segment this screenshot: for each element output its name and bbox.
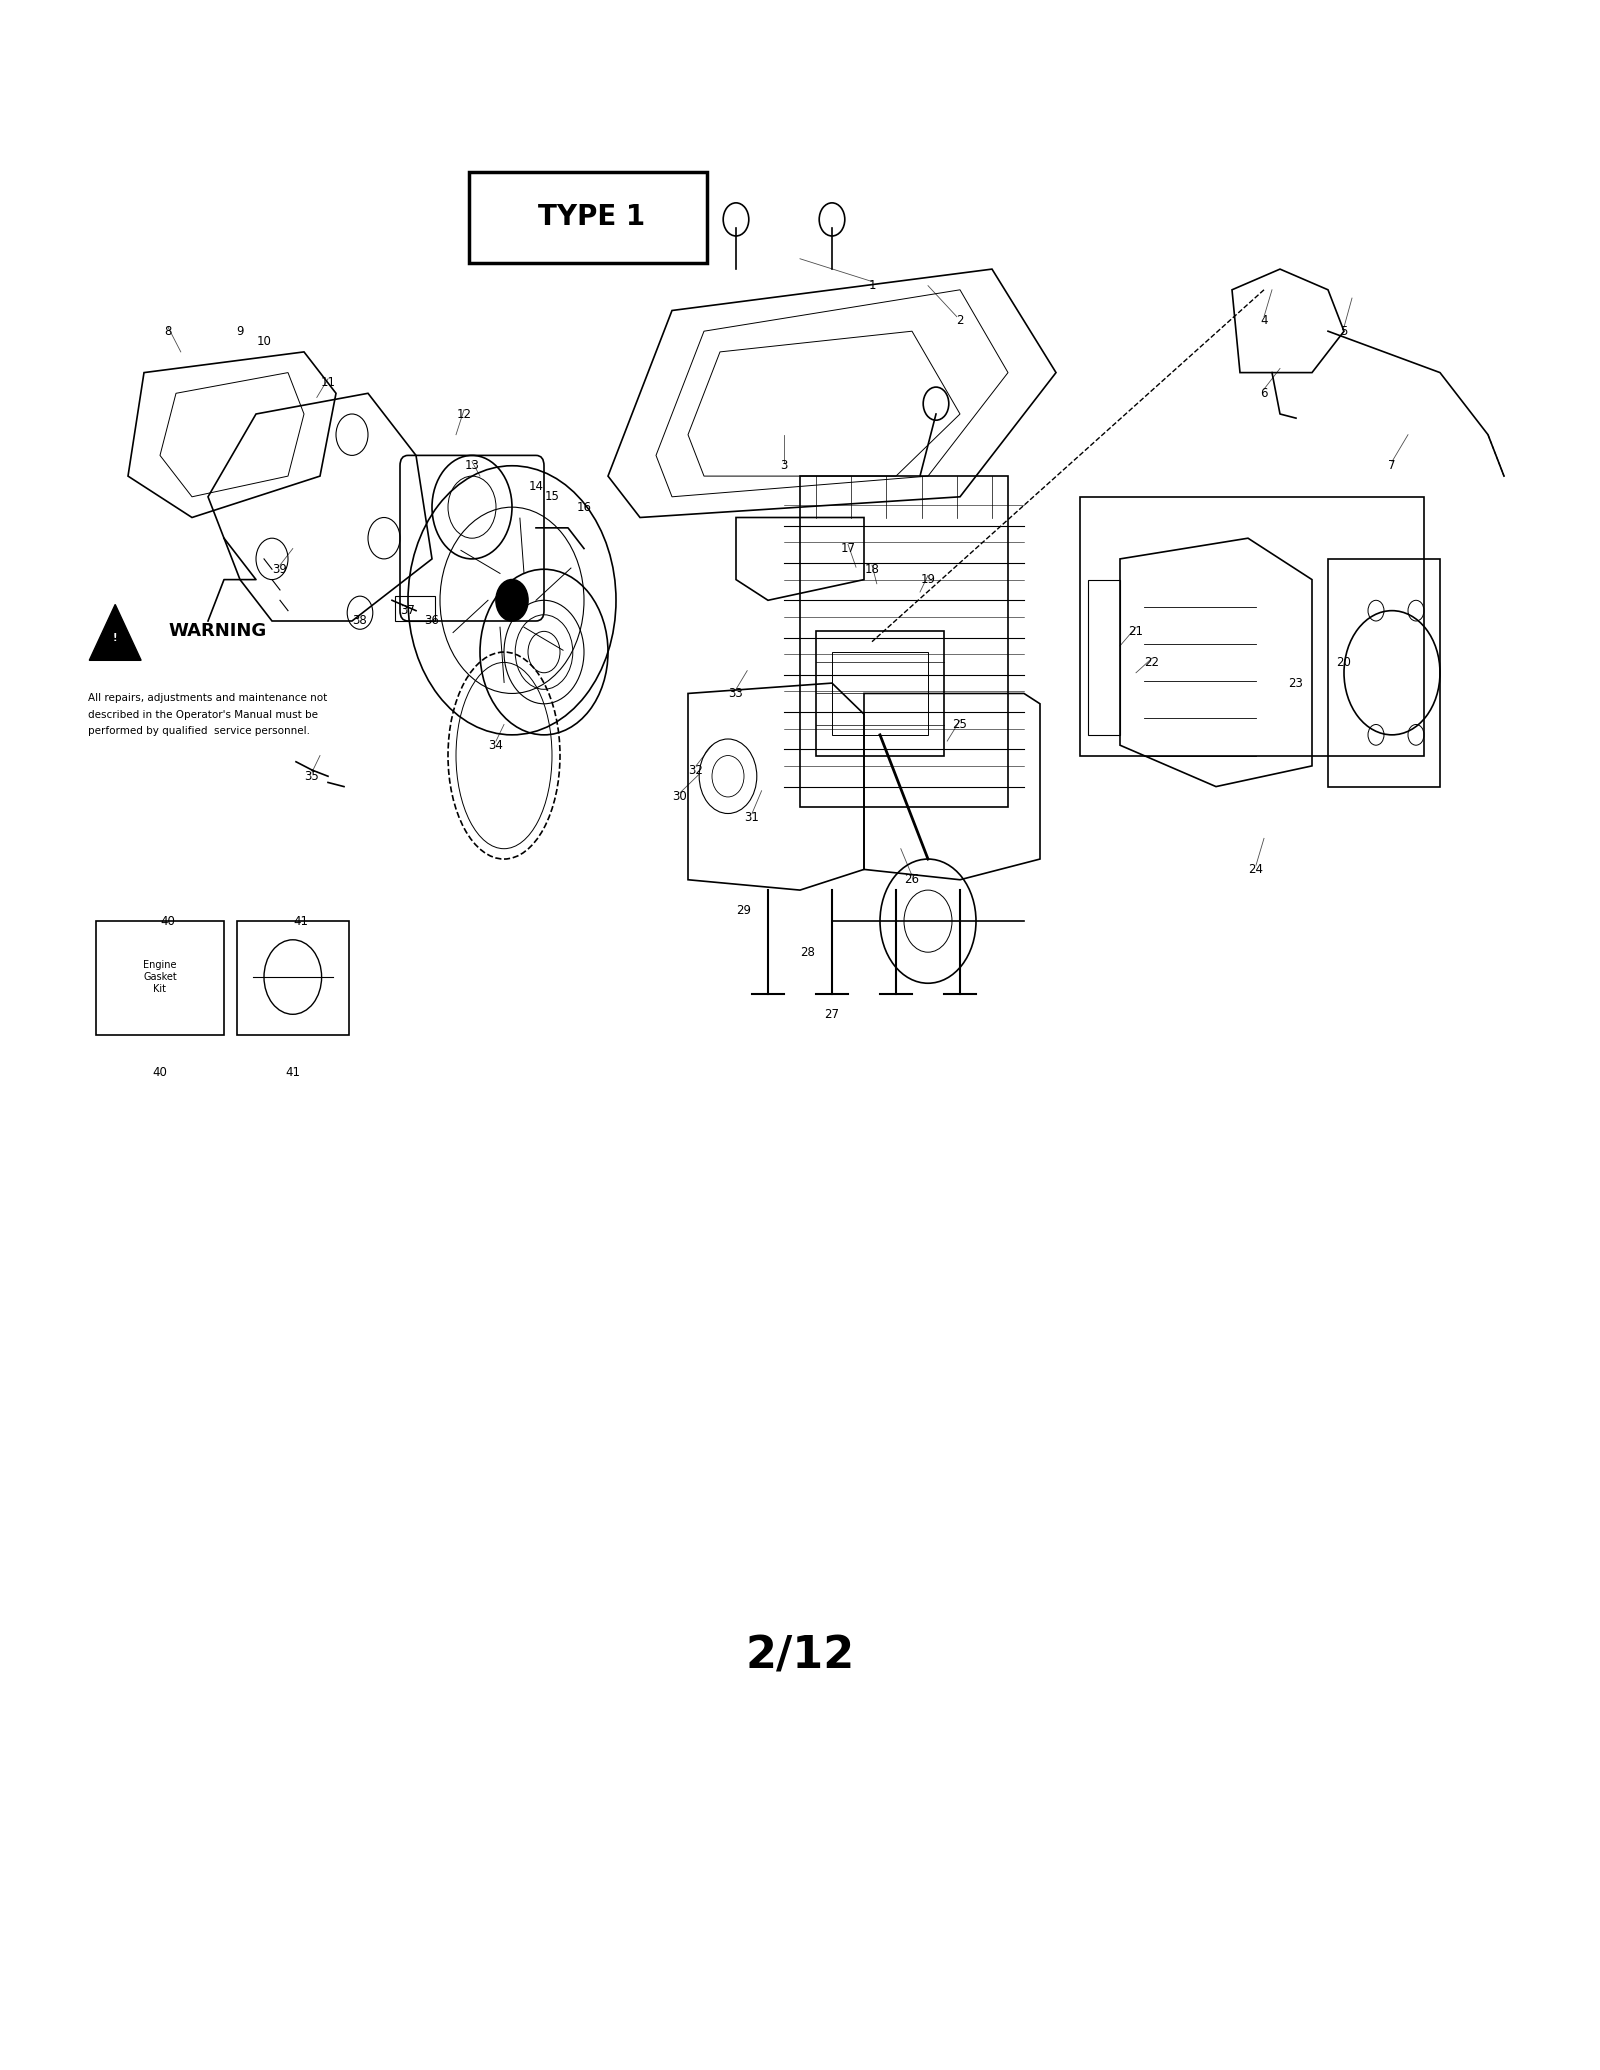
Text: 19: 19 xyxy=(920,573,936,586)
Text: 9: 9 xyxy=(237,325,243,337)
Text: 1: 1 xyxy=(869,279,875,292)
Text: 20: 20 xyxy=(1336,656,1352,669)
Text: 33: 33 xyxy=(728,687,744,700)
Text: 11: 11 xyxy=(320,377,336,389)
Text: !: ! xyxy=(114,633,117,644)
Text: 38: 38 xyxy=(352,615,368,627)
Text: 29: 29 xyxy=(736,905,752,917)
Bar xyxy=(395,596,435,621)
Text: 21: 21 xyxy=(1128,625,1144,638)
Text: 37: 37 xyxy=(400,604,416,617)
Text: 4: 4 xyxy=(1261,315,1267,327)
Text: 15: 15 xyxy=(544,491,560,503)
Text: 39: 39 xyxy=(272,563,288,575)
Text: 5: 5 xyxy=(1341,325,1347,337)
Text: Engine
Gasket
Kit: Engine Gasket Kit xyxy=(142,960,178,994)
Bar xyxy=(96,921,224,1035)
Text: 31: 31 xyxy=(744,811,760,824)
Text: 23: 23 xyxy=(1288,677,1304,689)
Bar xyxy=(832,652,928,735)
Bar xyxy=(237,921,349,1035)
Polygon shape xyxy=(90,604,141,660)
Text: 3: 3 xyxy=(781,460,787,472)
Bar xyxy=(816,631,944,756)
Text: 27: 27 xyxy=(824,1008,840,1021)
Text: 24: 24 xyxy=(1248,863,1264,876)
Text: 6: 6 xyxy=(1261,387,1267,400)
Text: 10: 10 xyxy=(256,335,272,348)
Text: 26: 26 xyxy=(904,874,920,886)
Text: 40: 40 xyxy=(160,915,176,927)
Text: 32: 32 xyxy=(688,764,704,776)
Text: 16: 16 xyxy=(576,501,592,513)
FancyBboxPatch shape xyxy=(469,172,707,263)
Text: 2/12: 2/12 xyxy=(746,1635,854,1677)
Text: 7: 7 xyxy=(1389,460,1395,472)
Text: 35: 35 xyxy=(304,770,320,782)
Text: 2: 2 xyxy=(957,315,963,327)
Bar xyxy=(800,476,1008,807)
Text: 28: 28 xyxy=(800,946,816,958)
Text: 12: 12 xyxy=(456,408,472,420)
Text: 8: 8 xyxy=(165,325,171,337)
Text: 41: 41 xyxy=(285,1066,301,1078)
Text: 17: 17 xyxy=(840,542,856,555)
Text: TYPE 1: TYPE 1 xyxy=(539,203,645,232)
Text: 34: 34 xyxy=(488,739,504,751)
Text: 41: 41 xyxy=(293,915,309,927)
Circle shape xyxy=(496,580,528,621)
Text: 30: 30 xyxy=(672,791,688,803)
Text: 14: 14 xyxy=(528,480,544,493)
Text: 36: 36 xyxy=(424,615,440,627)
Text: WARNING: WARNING xyxy=(168,623,266,640)
Text: 18: 18 xyxy=(864,563,880,575)
Text: 13: 13 xyxy=(464,460,480,472)
Text: 25: 25 xyxy=(952,718,968,731)
Text: 40: 40 xyxy=(152,1066,168,1078)
Text: 22: 22 xyxy=(1144,656,1160,669)
Text: All repairs, adjustments and maintenance not
described in the Operator's Manual : All repairs, adjustments and maintenance… xyxy=(88,693,328,737)
